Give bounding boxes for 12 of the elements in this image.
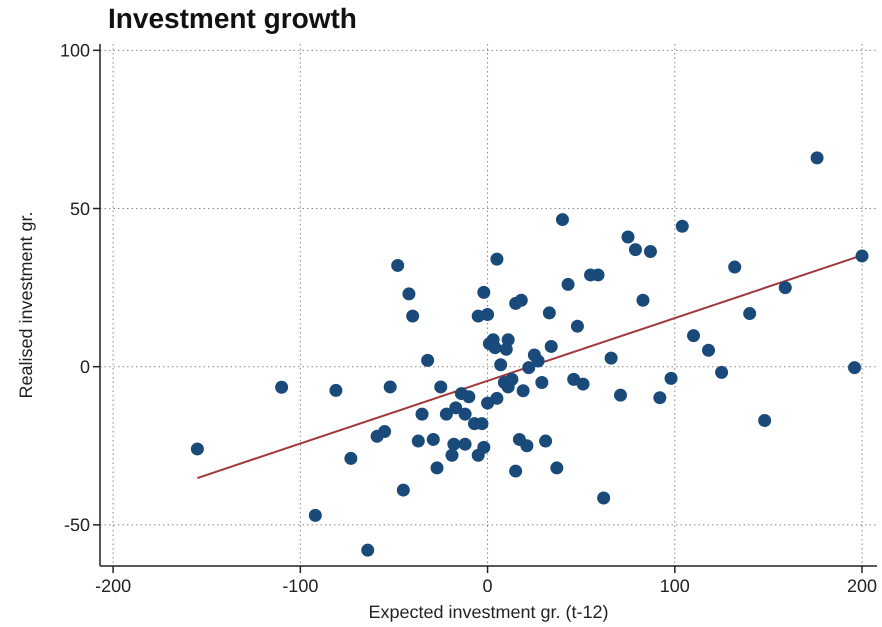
x-tick-label: 0	[482, 576, 493, 596]
x-tick-label: -200	[95, 576, 132, 596]
y-axis-title: Realised investment gr.	[16, 211, 36, 399]
y-tick-label: 50	[70, 198, 90, 219]
x-tick-label: 200	[847, 576, 878, 596]
y-tick-label: -50	[64, 515, 90, 536]
y-tick-label: 100	[60, 40, 90, 61]
x-tick-label: 100	[660, 576, 690, 596]
y-tick-label: 0	[80, 356, 90, 377]
x-tick-label: -100	[282, 576, 318, 596]
chart-title: Investment growth	[108, 3, 357, 34]
x-axis-title: Expected investment gr. (t-12)	[368, 602, 609, 622]
